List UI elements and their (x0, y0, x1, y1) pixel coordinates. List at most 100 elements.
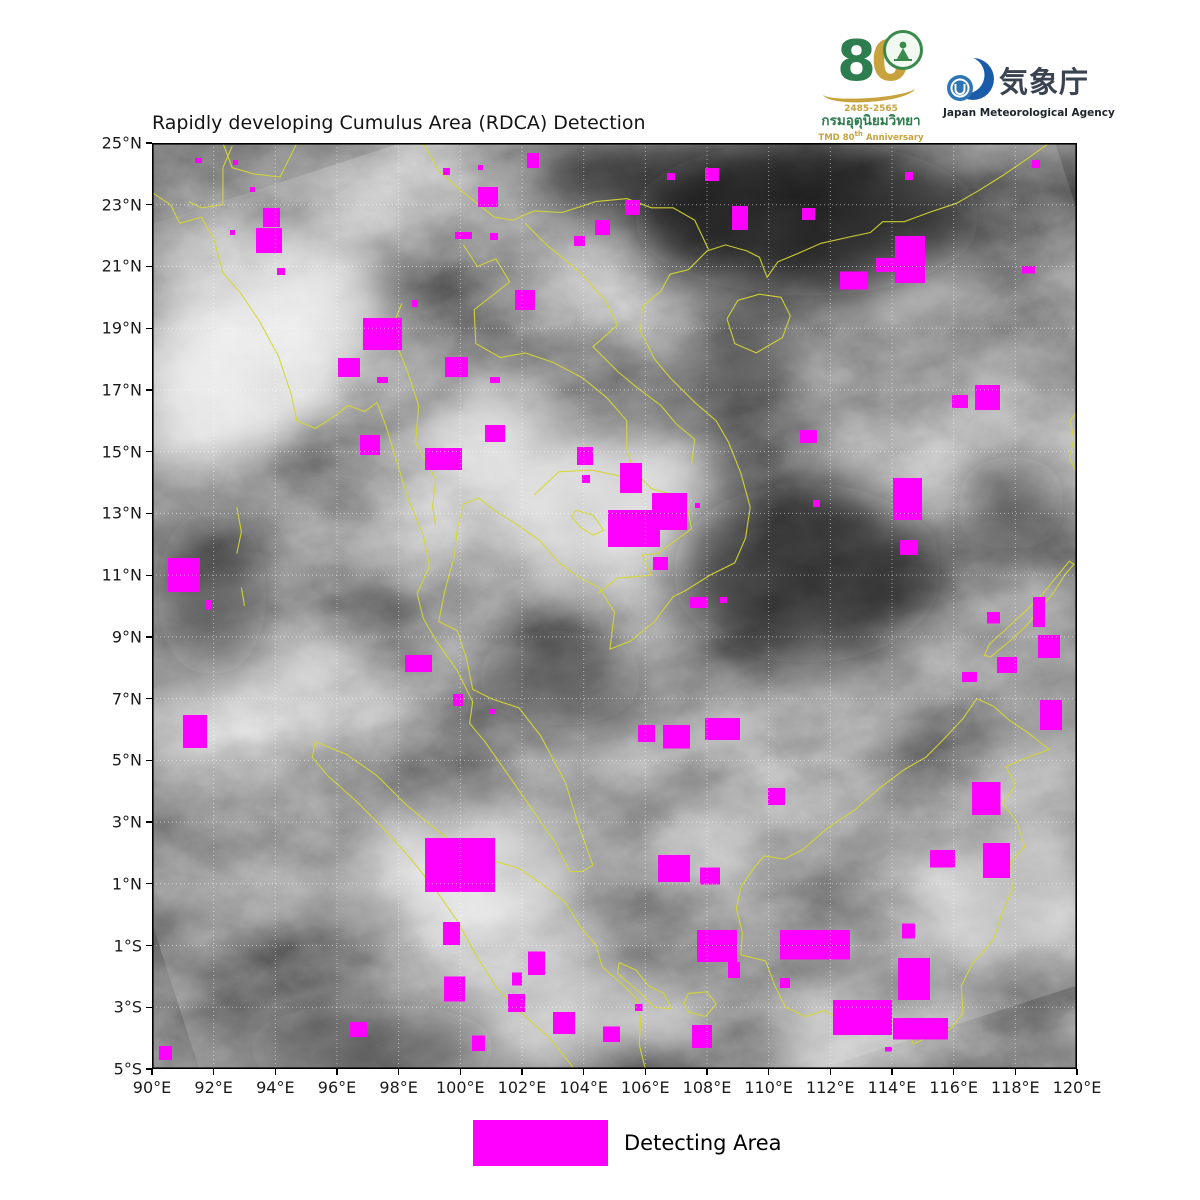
coastline-path (236, 507, 242, 554)
y-axis-label: 5°S (113, 1059, 142, 1079)
detection-patch (900, 539, 918, 555)
detection-patch (802, 208, 815, 221)
detection-patch (662, 725, 690, 749)
detection-patch (576, 447, 593, 465)
x-axis-label: 94°E (256, 1078, 295, 1097)
detection-patch (263, 208, 280, 228)
coastline-path (1068, 411, 1077, 474)
y-axis-tick (146, 1006, 152, 1008)
detection-patch (362, 318, 403, 351)
x-axis-label: 92°E (194, 1078, 233, 1097)
y-axis-label: 3°N (111, 812, 142, 832)
detection-patch (411, 300, 418, 308)
detection-patch (489, 377, 500, 383)
detection-patch (997, 656, 1018, 673)
detection-patch (700, 867, 721, 885)
x-axis-label: 116°E (929, 1078, 978, 1097)
detection-patch (768, 787, 786, 805)
detection-patch (705, 168, 719, 181)
detection-patch (528, 951, 546, 975)
coastline-path (597, 469, 693, 595)
satellite-map[interactable] (152, 143, 1077, 1069)
detection-patch (705, 718, 741, 740)
y-axis-tick (146, 574, 152, 576)
y-axis-tick (146, 1068, 152, 1070)
y-axis-label: 23°N (101, 195, 142, 215)
detection-patch (489, 709, 495, 714)
detection-patch (897, 957, 930, 1000)
x-axis-label: 100°E (436, 1078, 485, 1097)
y-axis-label: 17°N (101, 380, 142, 400)
coastline-path (240, 587, 246, 607)
coastline-path (152, 143, 1050, 873)
detection-patch (666, 172, 675, 180)
detection-patch (813, 500, 821, 508)
detection-patch (653, 556, 669, 570)
y-axis-tick (146, 821, 152, 823)
x-axis-label: 114°E (867, 1078, 917, 1097)
detection-patch (477, 187, 498, 208)
y-axis-label: 25°N (101, 133, 142, 153)
detection-patch (250, 187, 255, 192)
detection-patch (1040, 700, 1062, 730)
detection-patch (205, 599, 213, 610)
y-axis-tick (146, 698, 152, 700)
detection-patch (159, 1045, 173, 1060)
y-axis-tick (146, 636, 152, 638)
x-axis-label: 98°E (379, 1078, 418, 1097)
detection-patch (983, 843, 1011, 878)
detection-patch (637, 725, 655, 743)
x-axis-tick (891, 1069, 893, 1075)
detection-patch (350, 1021, 367, 1037)
coastline-path (617, 961, 673, 1010)
detection-patch (405, 655, 433, 673)
detection-patch (974, 385, 1000, 410)
tmd-thai-name: กรมอุตุนิยมวิทยา (821, 113, 921, 129)
detection-patch (690, 597, 708, 609)
x-axis-tick (336, 1069, 338, 1075)
y-axis-label: 3°S (113, 997, 142, 1017)
detection-patch (595, 219, 611, 235)
detection-patch (255, 227, 282, 253)
y-axis-tick (146, 759, 152, 762)
legend: Detecting Area (473, 1120, 782, 1166)
y-axis-label: 1°S (113, 936, 142, 956)
detection-patch (233, 160, 238, 165)
coastline-path (311, 741, 646, 1069)
jma-english-name: Japan Meteorological Agency (943, 107, 1115, 119)
detection-patch (230, 230, 235, 235)
detection-patch (1038, 635, 1060, 659)
detection-patch (952, 394, 969, 408)
detection-patch (508, 994, 526, 1012)
jma-japanese-name: 気象庁 (999, 65, 1090, 99)
coastline-path (422, 143, 709, 250)
x-axis-tick (274, 1069, 277, 1075)
tmd-80th-anniversary-logo: 80 2485-2565 กรมอุตุนิยมวิทยา TMD 80th A… (813, 30, 929, 143)
cloud-texture-layer (152, 143, 1077, 1069)
detection-patch (485, 424, 505, 442)
detection-patch (512, 972, 522, 986)
detection-patch (603, 1026, 621, 1042)
coastline-path (524, 222, 696, 465)
map-border (152, 143, 1077, 1069)
detection-patch (728, 961, 740, 978)
y-axis-tick (146, 944, 152, 947)
detection-patch (477, 164, 483, 170)
detection-patch (472, 1035, 485, 1051)
x-axis-label: 108°E (682, 1078, 732, 1097)
x-axis-tick (213, 1069, 215, 1075)
detection-patch (962, 672, 978, 682)
detection-patch (553, 1011, 575, 1034)
detection-patch (905, 172, 913, 180)
detection-patch (987, 612, 1000, 624)
y-axis-label: 13°N (101, 503, 142, 523)
detection-patch (884, 1046, 892, 1052)
y-axis-label: 1°N (111, 874, 142, 894)
detection-patch (732, 206, 748, 231)
y-axis-tick (146, 265, 152, 268)
y-axis-tick (146, 389, 152, 391)
detection-patch (443, 168, 451, 176)
detection-patch (452, 694, 463, 706)
detection-patch (800, 430, 818, 444)
